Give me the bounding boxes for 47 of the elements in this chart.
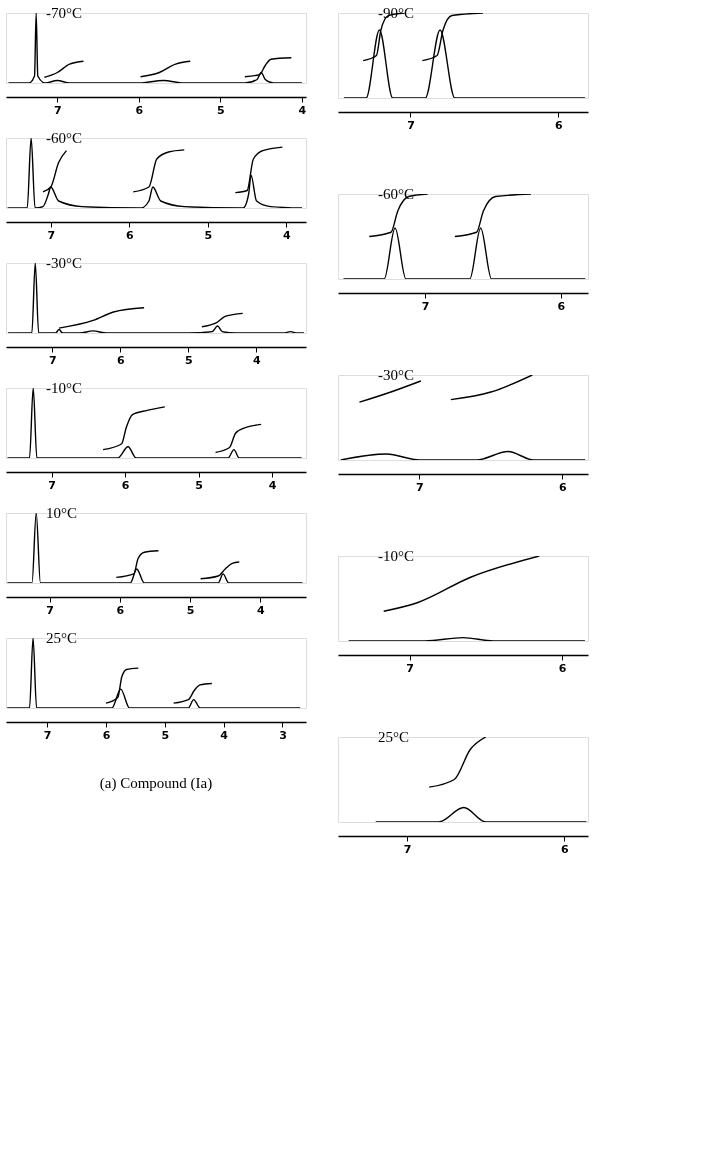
x-tick-label: 7 — [416, 480, 424, 494]
chart-title: -90°C — [378, 5, 414, 21]
chart-title: -30°C — [378, 367, 414, 383]
chart-title: -60°C — [378, 186, 414, 202]
x-tick-label: 3 — [279, 728, 287, 742]
x-tick-label: 5 — [204, 228, 213, 242]
x-tick-label: 4 — [268, 478, 277, 492]
x-tick-label: 6 — [561, 842, 570, 856]
x-tick-label: 6 — [558, 661, 567, 675]
x-tick-label: 6 — [121, 478, 130, 492]
x-tick-label: 5 — [217, 103, 225, 117]
x-tick-label: 5 — [161, 728, 170, 742]
chart-title: 25°C — [378, 729, 410, 745]
x-tick-label: 7 — [403, 842, 412, 856]
chart-title: 10°C — [46, 505, 78, 521]
x-tick-label: 6 — [125, 228, 134, 242]
x-tick-label: 5 — [195, 478, 203, 492]
x-tick-label: 4 — [298, 103, 307, 117]
chart-title: -60°C — [46, 130, 82, 146]
x-tick-label: 4 — [220, 728, 229, 742]
x-tick-label: 7 — [421, 299, 430, 313]
x-tick-label: 4 — [283, 228, 292, 242]
text: (a) Compound (Ia) — [99, 775, 213, 792]
x-tick-label: 7 — [48, 478, 56, 492]
chart-title: -30°C — [46, 255, 82, 271]
chart-title: -70°C — [46, 5, 82, 21]
x-tick-label: 7 — [46, 603, 54, 617]
x-tick-label: 4 — [253, 353, 262, 367]
x-tick-label: 5 — [184, 353, 193, 367]
x-tick-label: 7 — [54, 103, 62, 117]
x-tick-label: 7 — [407, 118, 415, 132]
x-tick-label: 7 — [43, 728, 52, 742]
x-tick-label: 4 — [257, 603, 265, 617]
x-tick-label: 6 — [102, 728, 111, 742]
x-tick-label: 7 — [47, 228, 56, 242]
chart-title: -10°C — [378, 548, 414, 564]
chart-title: -10°C — [46, 380, 82, 396]
x-tick-label: 6 — [116, 603, 125, 617]
x-tick-label: 6 — [116, 353, 125, 367]
x-tick-label: 6 — [135, 103, 144, 117]
chart-title: 25°C — [46, 630, 78, 646]
x-tick-label: 6 — [555, 118, 564, 132]
x-tick-label: 6 — [558, 480, 567, 494]
x-tick-label: 6 — [557, 299, 566, 313]
x-tick-label: 7 — [48, 353, 57, 367]
x-tick-label: 5 — [186, 603, 195, 617]
x-tick-label: 7 — [406, 661, 414, 675]
